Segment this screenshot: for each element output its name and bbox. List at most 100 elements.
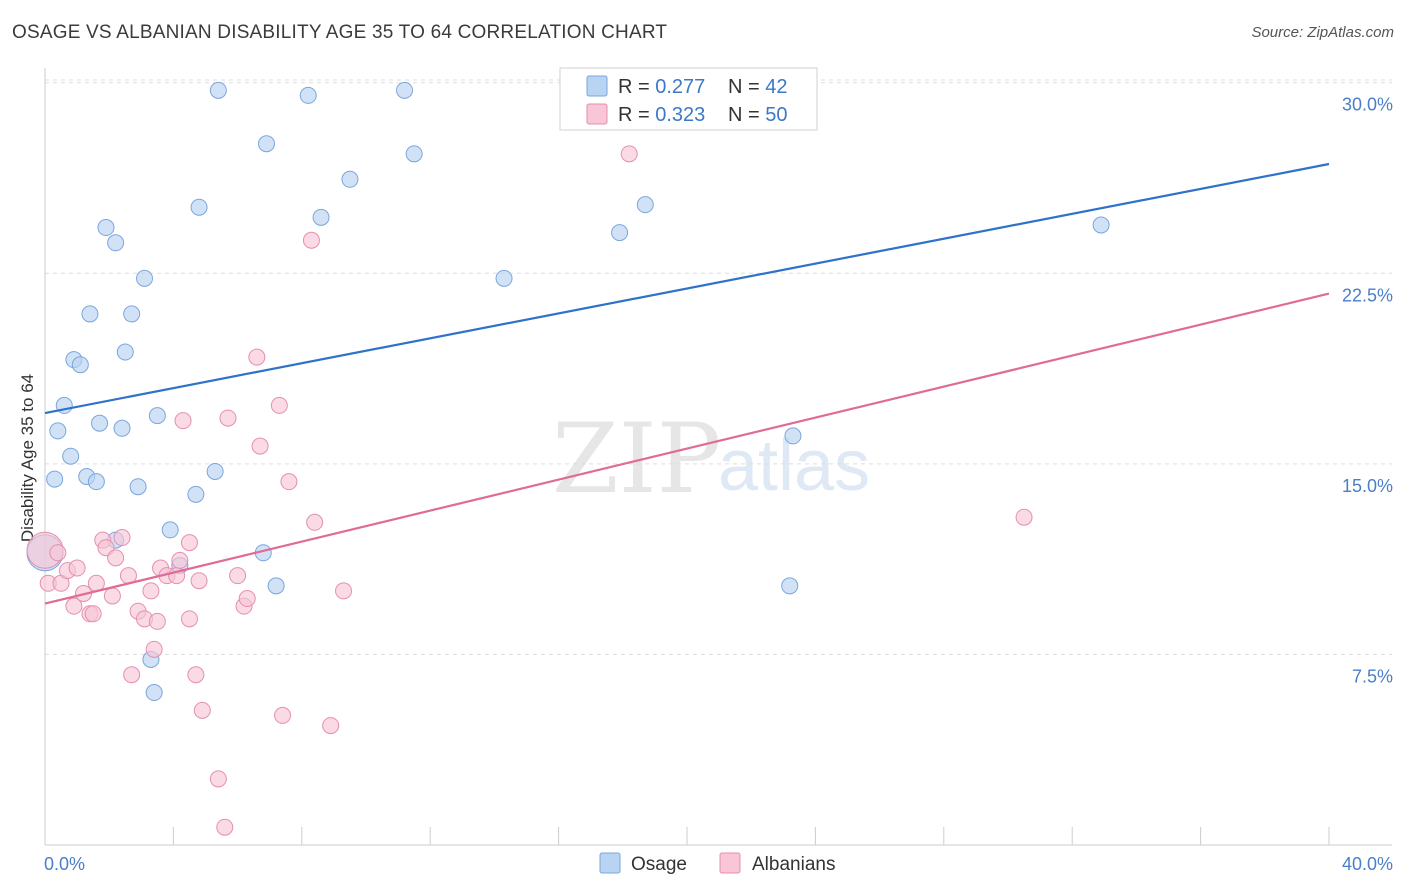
legend-osage-stats: R = 0.277	[618, 76, 705, 98]
series-legend-osage-swatch	[599, 852, 621, 874]
osage-point-26	[206, 462, 224, 480]
osage-point-30	[267, 577, 285, 595]
albanians-point-30	[187, 666, 205, 684]
legend-osage-n: N = 42	[728, 76, 788, 98]
osage-point-39	[784, 427, 802, 445]
albanians-point-14	[107, 549, 125, 567]
albanians-point-28	[180, 534, 198, 552]
albanians-point-26	[171, 551, 189, 569]
series-legend-albanians-swatch	[719, 852, 741, 874]
axes	[44, 68, 1392, 846]
osage-point-29	[257, 135, 275, 153]
legend-albanians-n: N = 50	[728, 104, 788, 126]
albanians-point-35	[216, 818, 234, 836]
albanians-point-38	[238, 590, 256, 608]
albanians-point-29	[180, 610, 198, 628]
albanians-point-41	[270, 396, 288, 414]
legend-albanians-n-value: 50	[765, 104, 787, 126]
y-tick-label-2: 22.5%	[1342, 285, 1393, 305]
legend-osage-n-label: N =	[728, 76, 765, 98]
albanians-point-36	[229, 567, 247, 585]
albanians-point-6	[68, 559, 86, 577]
osage-trend-line	[44, 162, 1330, 415]
x-tick-label-max: 40.0%	[1342, 854, 1393, 874]
albanians-point-48	[620, 145, 638, 163]
y-tick-label-3: 30.0%	[1342, 95, 1393, 115]
legend-osage-r-value: 0.277	[655, 76, 705, 98]
albanians-point-34	[219, 409, 237, 427]
osage-point-4	[62, 447, 80, 465]
series-legend: Osage Albanians	[599, 852, 835, 875]
osage-point-38	[636, 196, 654, 214]
albanians-point-27	[174, 412, 192, 430]
albanians-point-9	[84, 605, 102, 623]
albanians-point-32	[193, 701, 211, 719]
albanians-point-39	[248, 348, 266, 366]
albanians-point-22	[148, 612, 166, 630]
osage-point-15	[116, 343, 134, 361]
osage-point-36	[495, 269, 513, 287]
y-tick-label-1: 15.0%	[1342, 476, 1393, 496]
chart-title: OSAGE VS ALBANIAN DISABILITY AGE 35 TO 6…	[12, 22, 668, 43]
osage-point-2	[49, 422, 67, 440]
albanians-point-5	[65, 597, 83, 615]
legend-osage-r-label: R =	[618, 76, 655, 98]
osage-point-35	[405, 145, 423, 163]
osage-point-17	[129, 478, 147, 496]
osage-point-20	[145, 684, 163, 702]
legend-albanians-swatch	[586, 103, 608, 125]
source-credit: Source: ZipAtlas.com	[1251, 24, 1394, 41]
y-tick-label-0: 7.5%	[1352, 666, 1393, 686]
legend-albanians-r-label: R =	[618, 104, 655, 126]
osage-point-10	[91, 414, 109, 432]
osage-point-41	[1092, 216, 1110, 234]
albanians-trend-line	[44, 292, 1330, 605]
osage-point-37	[611, 224, 629, 242]
osage-point-24	[187, 485, 205, 503]
albanians-point-17	[123, 666, 141, 684]
albanians-point-42	[274, 706, 292, 724]
osage-point-22	[161, 521, 179, 539]
legend-osage-n-value: 42	[765, 76, 787, 98]
albanians-point-43	[280, 473, 298, 491]
albanians-point-2	[49, 544, 67, 562]
albanians-point-46	[322, 717, 340, 735]
albanians-point-44	[302, 231, 320, 249]
osage-point-31	[299, 86, 317, 104]
albanians-point-47	[335, 582, 353, 600]
albanians-point-40	[251, 437, 269, 455]
y-axis-label: Disability Age 35 to 64	[18, 374, 37, 542]
albanians-point-33	[209, 770, 227, 788]
trend-lines	[44, 162, 1330, 605]
albanians-point-21	[145, 640, 163, 658]
series-legend-osage-label: Osage	[631, 854, 687, 875]
scatter-points	[26, 81, 1110, 836]
osage-point-1	[46, 470, 64, 488]
albanians-point-15	[113, 529, 131, 547]
albanians-point-45	[306, 513, 324, 531]
osage-point-11	[97, 219, 115, 237]
albanians-point-31	[190, 572, 208, 590]
osage-point-13	[107, 234, 125, 252]
osage-point-21	[148, 407, 166, 425]
albanians-point-13	[103, 587, 121, 605]
y-tick-labels: 7.5% 15.0% 22.5% 30.0%	[1342, 95, 1393, 687]
osage-point-18	[136, 269, 154, 287]
osage-point-34	[396, 81, 414, 99]
x-tick-label-min: 0.0%	[44, 854, 85, 874]
legend-albanians-n-label: N =	[728, 104, 765, 126]
osage-point-9	[81, 305, 99, 323]
osage-point-6	[71, 356, 89, 374]
osage-point-33	[341, 170, 359, 188]
osage-point-8	[87, 473, 105, 491]
stats-legend: R = 0.277 N = 42 R = 0.323 N = 50	[559, 67, 818, 131]
albanians-point-49	[1015, 508, 1033, 526]
osage-point-27	[209, 81, 227, 99]
legend-albanians-r-value: 0.323	[655, 104, 705, 126]
osage-point-25	[190, 198, 208, 216]
osage-point-40	[781, 577, 799, 595]
osage-point-32	[312, 208, 330, 226]
osage-point-14	[113, 419, 131, 437]
legend-osage-swatch	[586, 75, 608, 97]
